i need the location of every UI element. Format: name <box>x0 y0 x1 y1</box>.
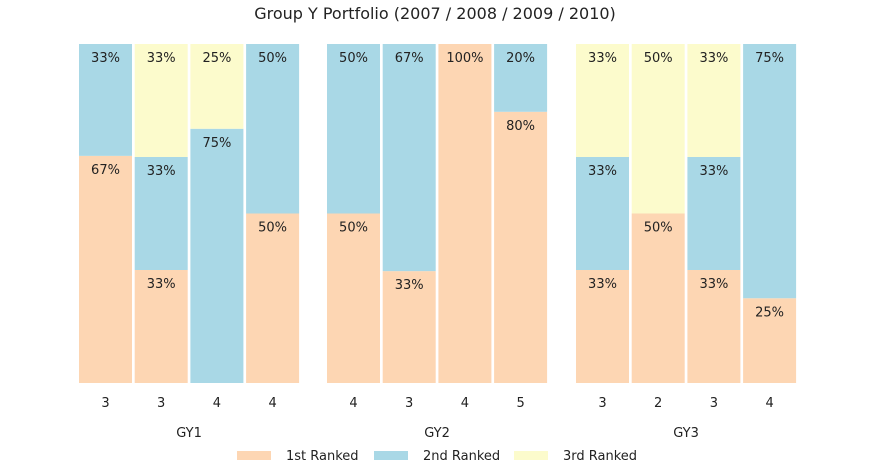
data-label: 33% <box>699 277 728 292</box>
data-label: 33% <box>147 51 176 66</box>
group-label: GY1 <box>176 426 202 441</box>
data-label: 33% <box>588 51 617 66</box>
x-tick-label: 4 <box>349 396 357 411</box>
x-tick-label: 4 <box>765 396 773 411</box>
data-label: 50% <box>258 221 287 236</box>
bar-segment-GY1-1-2nd-ranked <box>79 44 132 156</box>
bar-segment-GY1-3-3rd-ranked <box>190 44 244 129</box>
legend-swatch <box>374 451 408 460</box>
x-tick-label: 4 <box>461 396 469 411</box>
legend-swatch <box>514 451 548 460</box>
bar-segment-GY1-1-1st-ranked <box>79 155 132 383</box>
x-tick-label: 4 <box>213 396 221 411</box>
data-label: 33% <box>395 278 424 293</box>
x-tick-label: 4 <box>268 396 276 411</box>
bar-segment-GY1-2-1st-ranked <box>134 270 188 383</box>
data-label: 80% <box>506 119 535 134</box>
x-tick-label: 3 <box>598 396 606 411</box>
data-label: 50% <box>339 221 368 236</box>
data-label: 50% <box>339 51 368 66</box>
x-tick-label: 5 <box>516 396 524 411</box>
data-label: 20% <box>506 51 535 66</box>
bar-segment-GY3-1-1st-ranked <box>576 270 629 383</box>
chart-title: Group Y Portfolio (2007 / 2008 / 2009 / … <box>254 4 616 23</box>
group-label: GY3 <box>673 426 699 441</box>
bar-segment-GY3-3-2nd-ranked <box>687 157 741 270</box>
data-label: 50% <box>644 51 673 66</box>
bar-segment-GY3-3-3rd-ranked <box>687 44 741 157</box>
bar-segment-GY3-2-1st-ranked <box>631 213 685 383</box>
data-label: 33% <box>147 164 176 179</box>
bar-segment-GY3-2-3rd-ranked <box>631 44 685 214</box>
bar-segment-GY2-4-1st-ranked <box>494 111 548 384</box>
data-label: 33% <box>91 51 120 66</box>
legend-label: 2nd Ranked <box>423 449 500 464</box>
data-label: 75% <box>202 136 231 151</box>
x-tick-label: 3 <box>157 396 165 411</box>
bar-segment-GY1-4-2nd-ranked <box>246 44 300 214</box>
x-tick-label: 3 <box>101 396 109 411</box>
data-label: 67% <box>395 51 424 66</box>
x-tick-label: 3 <box>405 396 413 411</box>
data-label: 50% <box>258 51 287 66</box>
bar-segment-GY2-2-1st-ranked <box>382 271 436 383</box>
x-tick-label: 3 <box>710 396 718 411</box>
bar-segment-GY1-2-2nd-ranked <box>134 157 188 270</box>
bar-segment-GY3-4-2nd-ranked <box>743 44 797 299</box>
bar-segment-GY1-3-2nd-ranked <box>190 128 244 383</box>
x-tick-label: 2 <box>654 396 662 411</box>
data-label: 50% <box>644 221 673 236</box>
bar-segment-GY2-4-2nd-ranked <box>494 44 548 112</box>
bar-segment-GY3-1-3rd-ranked <box>576 44 629 157</box>
bar-segment-GY3-4-1st-ranked <box>743 298 797 383</box>
legend-swatch <box>237 451 271 460</box>
bar-segment-GY2-3-1st-ranked <box>438 44 492 383</box>
data-label: 100% <box>446 51 483 66</box>
bar-segment-GY3-1-2nd-ranked <box>576 157 629 270</box>
data-label: 33% <box>588 277 617 292</box>
data-label: 33% <box>588 164 617 179</box>
legend-label: 3rd Ranked <box>563 449 637 464</box>
data-label: 25% <box>755 305 784 320</box>
data-label: 75% <box>755 51 784 66</box>
data-label: 25% <box>202 51 231 66</box>
data-label: 33% <box>699 51 728 66</box>
bar-segment-GY3-3-1st-ranked <box>687 270 741 383</box>
bar-segment-GY1-4-1st-ranked <box>246 213 300 383</box>
bar-segment-GY2-2-2nd-ranked <box>382 44 436 272</box>
legend-label: 1st Ranked <box>286 449 359 464</box>
data-label: 33% <box>147 277 176 292</box>
bar-segment-GY2-1-2nd-ranked <box>327 44 380 214</box>
data-label: 33% <box>699 164 728 179</box>
data-label: 67% <box>91 163 120 178</box>
bar-segment-GY2-1-1st-ranked <box>327 213 380 383</box>
bar-segment-GY1-2-3rd-ranked <box>134 44 188 157</box>
group-label: GY2 <box>424 426 450 441</box>
